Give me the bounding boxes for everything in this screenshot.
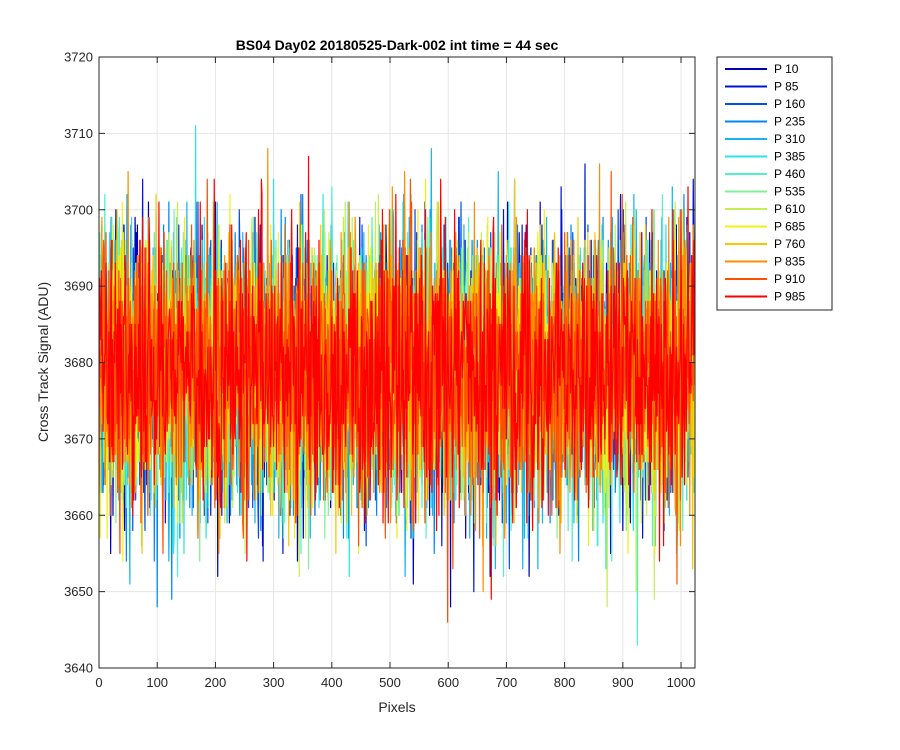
y-tick-label: 3700 <box>64 202 93 217</box>
y-tick-label: 3720 <box>64 50 93 65</box>
x-tick-label: 300 <box>263 675 285 690</box>
legend-entry: P 760 <box>774 237 805 251</box>
x-tick-label: 200 <box>205 675 227 690</box>
legend-entry: P 985 <box>774 290 805 304</box>
legend-entry: P 85 <box>774 80 799 94</box>
legend-entry: P 160 <box>774 97 805 111</box>
legend-entry: P 535 <box>774 185 805 199</box>
legend-entry: P 385 <box>774 150 805 164</box>
legend-entry: P 10 <box>774 62 799 76</box>
legend-entry: P 460 <box>774 167 805 181</box>
legend: P 10 P 85 P 160 P 235 P 310 P 385 P 460 P 535 P … <box>716 56 833 311</box>
legend-entry: P 685 <box>774 220 805 234</box>
y-tick-label: 3690 <box>64 279 93 294</box>
x-tick-label: 900 <box>612 675 634 690</box>
x-axis-label: Pixels <box>378 699 415 715</box>
y-tick-label: 3640 <box>64 661 93 676</box>
legend-entry: P 610 <box>774 202 805 216</box>
x-tick-label: 400 <box>321 675 343 690</box>
y-axis: 3640 3650 3660 3670 3680 3690 3700 3710 3720 <box>64 50 695 676</box>
y-tick-label: 3660 <box>64 508 93 523</box>
legend-entry: P 910 <box>774 272 805 286</box>
plot-area <box>99 125 695 646</box>
y-axis-label: Cross Track Signal (ADU) <box>35 282 51 442</box>
x-tick-label: 700 <box>496 675 518 690</box>
x-tick-label: 500 <box>379 675 401 690</box>
x-axis: 0 100 200 300 400 500 600 700 800 900 1000 <box>95 57 695 690</box>
x-tick-label: 600 <box>437 675 459 690</box>
chart-title: BS04 Day02 20180525-Dark-002 int time = … <box>236 37 559 53</box>
y-tick-label: 3710 <box>64 126 93 141</box>
y-tick-label: 3650 <box>64 584 93 599</box>
legend-box <box>716 56 833 311</box>
x-tick-label: 0 <box>95 675 102 690</box>
legend-entry: P 835 <box>774 255 805 269</box>
x-tick-label: 100 <box>146 675 168 690</box>
legend-entry: P 235 <box>774 115 805 129</box>
y-tick-label: 3680 <box>64 355 93 370</box>
x-tick-label: 800 <box>554 675 576 690</box>
series-line <box>99 155 695 600</box>
y-tick-label: 3670 <box>64 431 93 446</box>
x-tick-label: 1000 <box>667 675 696 690</box>
legend-entry: P 310 <box>774 132 805 146</box>
